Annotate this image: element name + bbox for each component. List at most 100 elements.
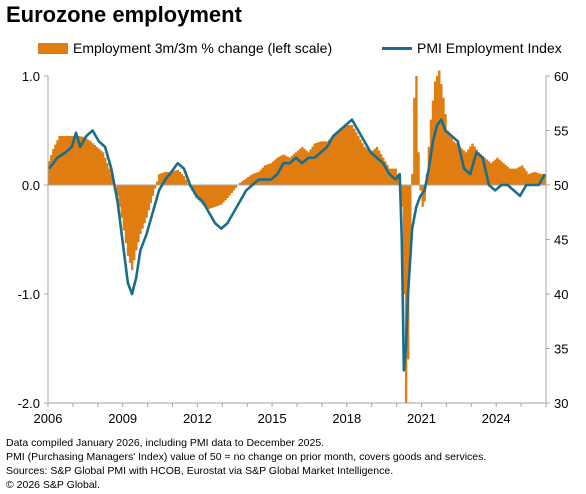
employment-bar	[377, 150, 381, 185]
employment-bar	[66, 135, 70, 185]
employment-bar	[382, 157, 385, 185]
employment-bar	[58, 135, 61, 185]
employment-bar	[328, 139, 331, 185]
employment-bar	[444, 114, 447, 185]
employment-bar	[330, 137, 333, 185]
employment-bar	[357, 135, 360, 185]
employment-bar	[294, 152, 298, 185]
bar-series	[48, 70, 547, 403]
employment-bar	[469, 146, 472, 185]
employment-bar	[234, 185, 238, 188]
employment-bar	[492, 161, 495, 185]
employment-bar	[91, 143, 94, 185]
employment-bar	[361, 143, 364, 185]
employment-bar	[267, 163, 271, 185]
employment-bar	[48, 161, 51, 185]
employment-bar	[81, 136, 84, 185]
note-copyright: © 2026 S&P Global.	[6, 479, 100, 491]
employment-bar	[110, 174, 113, 185]
employment-bar	[336, 132, 339, 185]
employment-bar	[70, 135, 74, 185]
employment-bar	[301, 146, 304, 185]
employment-bar	[270, 163, 273, 185]
employment-bar	[519, 166, 522, 185]
employment-bar	[259, 169, 263, 185]
employment-bar	[197, 185, 200, 201]
left-tick-label: -1.0	[18, 287, 40, 302]
employment-bar	[85, 138, 88, 185]
note-compiled: Data compiled January 2026, including PM…	[6, 437, 325, 449]
employment-bar	[500, 161, 503, 185]
legend: Employment 3m/3m % change (left scale) P…	[0, 40, 586, 58]
employment-bar	[514, 168, 518, 185]
employment-bar	[243, 179, 246, 185]
employment-bar	[373, 148, 377, 185]
employment-bar	[448, 134, 451, 185]
employment-bar	[313, 143, 316, 185]
employment-bar	[249, 175, 252, 185]
employment-bar	[442, 97, 445, 185]
employment-bar	[369, 152, 372, 185]
employment-bar	[87, 139, 90, 185]
employment-bar	[238, 182, 242, 185]
employment-bar	[533, 171, 536, 185]
employment-bar	[290, 155, 294, 185]
employment-bar	[496, 157, 499, 185]
employment-bar	[247, 177, 250, 185]
employment-bar	[116, 185, 119, 196]
employment-bar	[203, 185, 206, 207]
employment-bar	[232, 185, 236, 191]
employment-bar	[411, 174, 414, 185]
employment-bar	[404, 185, 408, 403]
employment-bar	[413, 97, 416, 185]
left-tick-label: 1.0	[22, 69, 40, 84]
employment-bar	[155, 181, 159, 185]
employment-bar	[460, 148, 464, 185]
employment-bar	[355, 132, 358, 185]
employment-bar	[211, 185, 215, 208]
employment-bar	[510, 168, 514, 185]
employment-bar	[537, 173, 541, 185]
employment-bar	[423, 185, 426, 202]
employment-bar	[315, 142, 319, 185]
employment-bar	[402, 185, 406, 294]
employment-bar	[182, 176, 186, 185]
employment-bar	[359, 139, 362, 185]
employment-bar	[253, 173, 256, 185]
employment-bar	[52, 149, 55, 185]
employment-bar	[487, 161, 491, 185]
employment-bar	[438, 70, 441, 185]
employment-bar	[168, 171, 171, 185]
employment-bar	[224, 185, 227, 201]
employment-bar	[280, 155, 283, 185]
x-tick-label: 2021	[407, 411, 436, 426]
employment-bar	[151, 185, 155, 196]
employment-bar	[502, 163, 505, 185]
employment-bar	[319, 141, 323, 185]
employment-bar	[400, 185, 404, 207]
employment-bar	[89, 141, 92, 185]
employment-bar	[207, 185, 211, 209]
employment-bar	[421, 185, 424, 207]
employment-bar	[475, 149, 478, 185]
employment-bar	[286, 156, 289, 185]
employment-bar	[344, 125, 348, 185]
employment-bar	[60, 135, 63, 185]
left-tick-label: 0.0	[22, 178, 40, 193]
employment-bar	[346, 125, 350, 185]
employment-bar	[338, 130, 341, 185]
employment-bar	[228, 185, 231, 196]
employment-bar	[396, 174, 399, 185]
employment-bar	[311, 146, 314, 185]
employment-bar	[141, 185, 144, 229]
employment-bar	[77, 135, 80, 185]
legend-item-employment: Employment 3m/3m % change (left scale)	[38, 40, 332, 56]
employment-bar	[263, 165, 267, 185]
employment-bar	[458, 146, 462, 185]
employment-bar	[303, 148, 306, 185]
employment-bar	[477, 152, 480, 185]
employment-bar	[201, 185, 204, 205]
x-tick-label: 2006	[34, 411, 63, 426]
employment-bar	[417, 152, 420, 185]
employment-bar	[371, 150, 375, 185]
